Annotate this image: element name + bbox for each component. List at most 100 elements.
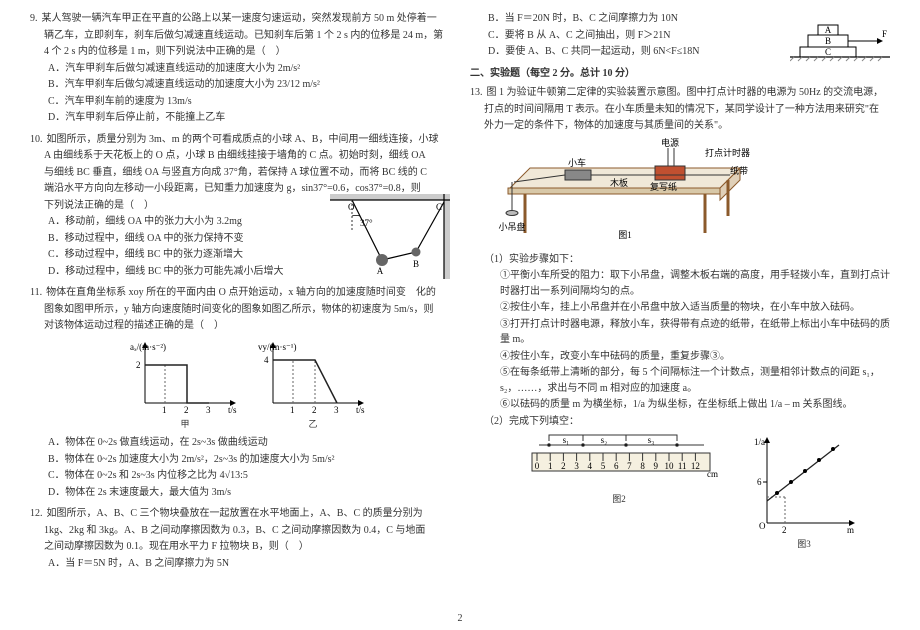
svg-text:2: 2 — [184, 405, 189, 415]
svg-text:12: 12 — [691, 461, 700, 471]
svg-text:1: 1 — [548, 461, 553, 471]
svg-text:1: 1 — [290, 405, 295, 415]
q13-figures-23: s₁ s₂ s₃ 0123456789101112 cm 图2 1/a m O — [488, 433, 890, 552]
page-number: 2 — [458, 611, 463, 627]
svg-text:2: 2 — [312, 405, 317, 415]
svg-text:11: 11 — [678, 461, 687, 471]
svg-text:打点计时器: 打点计时器 — [705, 147, 750, 158]
svg-text:t/s: t/s — [228, 405, 237, 415]
svg-text:aₓ/(m·s⁻²): aₓ/(m·s⁻²) — [130, 342, 166, 352]
q13-s3: ③打开打点计时器电源，释放小车，获得带有点迹的纸带，在纸带上标出小车中砝码的质量… — [470, 317, 890, 348]
svg-text:t/s: t/s — [356, 405, 365, 415]
fig3-title: 图3 — [749, 538, 859, 552]
q11-stem2: 图象如图甲所示，y 轴方向速度随时间变化的图象如图乙所示，物体的初速度为 5m/… — [30, 302, 450, 318]
right-column: A B C F B．当 F＝20N 时，B、C 之间摩擦力为 10N C．要将 … — [460, 10, 900, 622]
svg-text:37°: 37° — [360, 218, 373, 228]
q12-opt-a: A．当 F＝5N 时，A、B 之间摩擦力为 5N — [48, 556, 450, 572]
svg-text:8: 8 — [640, 461, 645, 471]
svg-text:1: 1 — [162, 405, 167, 415]
svg-text:2: 2 — [782, 525, 787, 535]
q13-stem1: 图 1 为验证牛顿第二定律的实验装置示意图。图中打点计时器的电源为 50Hz 的… — [487, 87, 884, 98]
section-2-title: 二、实验题（每空 2 分。总计 10 分） — [470, 66, 890, 82]
svg-text:3: 3 — [206, 405, 211, 415]
question-9: 9. 某人驾驶一辆汽车甲正在平直的公路上以某一速度匀速运动，突然发现前方 50 m… — [30, 11, 450, 126]
q9-stem3: 4 个 2 s 内的位移是 1 m，则下列说法中正确的是（ ） — [30, 44, 450, 60]
q10-num: 10. — [30, 134, 43, 145]
question-13: 13. 图 1 为验证牛顿第二定律的实验装置示意图。图中打点计时器的电源为 50H… — [470, 85, 890, 552]
q13-figure2: s₁ s₂ s₃ 0123456789101112 cm 图2 — [519, 433, 719, 552]
q13-figure3: 1/a m O 6 2 图3 — [749, 433, 859, 552]
left-column: 9. 某人驾驶一辆汽车甲正在平直的公路上以某一速度匀速运动，突然发现前方 50 m… — [20, 10, 460, 622]
q12-stem2: 1kg、2kg 和 3kg。A、B 之间动摩擦因数为 0.3，B、C 之间动摩擦… — [30, 523, 450, 539]
svg-text:4: 4 — [588, 461, 593, 471]
q9-options: A．汽车甲刹车后做匀减速直线运动的加速度大小为 2m/s² B．汽车甲刹车后做匀… — [30, 61, 450, 126]
svg-text:小吊盘: 小吊盘 — [498, 221, 525, 232]
q12-options-part: A．当 F＝5N 时，A、B 之间摩擦力为 5N — [30, 556, 450, 572]
svg-text:2: 2 — [561, 461, 566, 471]
q10-stem3: 与细线 BC 垂直，细线 OA 与竖直方向成 37°角，若保持 A 球位置不动，… — [30, 165, 450, 181]
question-12: 12. 如图所示，A、B、C 三个物块叠放在一起放置在水平地面上，A、B、C 的质… — [30, 506, 450, 571]
svg-text:10: 10 — [665, 461, 675, 471]
q9-stem2: 辆乙车，立即刹车，刹车后做匀减速直线运动。已知刹车后第 1 个 2 s 内的位移… — [30, 28, 450, 44]
svg-text:cm: cm — [707, 469, 718, 479]
q11-figures: aₓ/(m·s⁻²) t/s 2 1 2 3 甲 — [48, 338, 450, 432]
svg-text:图1: 图1 — [618, 230, 632, 240]
q9-opt-a: A．汽车甲刹车后做匀减速直线运动的加速度大小为 2m/s² — [48, 61, 450, 77]
q12-figure: A B C F — [790, 11, 890, 63]
q9-opt-d: D．汽车甲刹车后停止前，不能撞上乙车 — [48, 110, 450, 126]
svg-text:0: 0 — [535, 461, 540, 471]
q11-opt-c: C．物体在 0~2s 和 2s~3s 内位移之比为 4√13:5 — [48, 468, 450, 484]
q11-chart-jia: aₓ/(m·s⁻²) t/s 2 1 2 3 甲 — [130, 338, 240, 432]
q13-p1-title: （1）实验步骤如下： — [470, 252, 890, 268]
svg-text:C: C — [825, 47, 831, 57]
svg-text:纸带: 纸带 — [730, 165, 748, 176]
svg-text:6: 6 — [757, 477, 762, 487]
svg-text:m: m — [847, 525, 854, 535]
chart-jia-title: 甲 — [130, 418, 240, 432]
q13-s1: ①平衡小车所受的阻力：取下小吊盘，调整木板右端的高度，用手轻拨小车，直到打点计时… — [470, 268, 890, 299]
svg-text:小车: 小车 — [568, 157, 586, 168]
question-11: 11.物体在直角坐标系 xoy 所在的平面内由 O 点开始运动，x 轴方向的加速… — [30, 285, 450, 500]
q10-stem2: A 由细线系于天花板上的 O 点，小球 B 由细线挂接于墙角的 C 点。初始时刻… — [30, 148, 450, 164]
chart-yi-title: 乙 — [258, 418, 368, 432]
svg-text:电源: 电源 — [661, 138, 679, 148]
q13-s6: ⑥以砝码的质量 m 为横坐标，1/a 为纵坐标，在坐标纸上做出 1/a – m … — [470, 397, 890, 413]
q13-s4: ④按住小车，改变小车中砝码的质量，重复步骤③。 — [470, 349, 890, 365]
svg-text:复写纸: 复写纸 — [650, 181, 677, 192]
q9-num: 9. — [30, 13, 38, 24]
svg-text:s₁: s₁ — [563, 435, 570, 445]
svg-text:vy/(m·s⁻¹): vy/(m·s⁻¹) — [258, 342, 296, 352]
svg-text:3: 3 — [574, 461, 579, 471]
q11-stem3: 对该物体运动过程的描述正确的是（ ） — [30, 318, 450, 334]
svg-text:9: 9 — [654, 461, 659, 471]
svg-text:A: A — [377, 266, 384, 276]
q13-s2: ②按住小车，挂上小吊盘并在小吊盘中放入适当质量的物块，在小车中放入砝码。 — [470, 300, 890, 316]
fig2-title: 图2 — [519, 493, 719, 507]
q10-stem1: 如图所示，质量分别为 3m、m 的两个可看成质点的小球 A、B，中间用一细线连接… — [47, 134, 439, 145]
q12-num: 12. — [30, 508, 43, 519]
q10-figure: O C 37° A B — [330, 194, 450, 279]
svg-text:4: 4 — [264, 355, 269, 365]
q13-num: 13. — [470, 87, 483, 98]
q12-stem1: 如图所示，A、B、C 三个物块叠放在一起放置在水平地面上，A、B、C 的质量分别… — [47, 508, 423, 519]
svg-text:B: B — [825, 36, 831, 46]
svg-text:木板: 木板 — [610, 177, 628, 188]
svg-text:s₂: s₂ — [601, 435, 608, 445]
q11-stem1: 物体在直角坐标系 xoy 所在的平面内由 O 点开始运动，x 轴方向的加速度随时… — [46, 287, 436, 298]
q11-chart-yi: vy/(m·s⁻¹) t/s 4 1 2 3 乙 — [258, 338, 368, 432]
svg-text:1/a: 1/a — [754, 437, 765, 447]
svg-text:7: 7 — [627, 461, 632, 471]
question-12-cont: A B C F B．当 F＝20N 时，B、C 之间摩擦力为 10N C．要将 … — [470, 11, 890, 60]
q12-stem3: 之间动摩擦因数为 0.1。现在用水平力 F 拉物块 B，则（ ） — [30, 539, 450, 555]
svg-text:2: 2 — [136, 360, 141, 370]
svg-text:5: 5 — [601, 461, 606, 471]
q9-opt-b: B．汽车甲刹车后做匀减速直线运动的加速度大小为 23/12 m/s² — [48, 77, 450, 93]
svg-text:6: 6 — [614, 461, 619, 471]
svg-text:F: F — [882, 29, 887, 39]
svg-text:O: O — [759, 521, 766, 531]
svg-text:3: 3 — [334, 405, 339, 415]
svg-text:B: B — [413, 259, 419, 269]
svg-text:A: A — [825, 25, 832, 35]
q9-stem1: 某人驾驶一辆汽车甲正在平直的公路上以某一速度匀速运动，突然发现前方 50 m 处… — [42, 13, 437, 24]
q13-stem2: 打点的时间间隔用 T 表示。在小车质量未知的情况下，某同学设计了一种方法用来研究… — [470, 102, 890, 118]
